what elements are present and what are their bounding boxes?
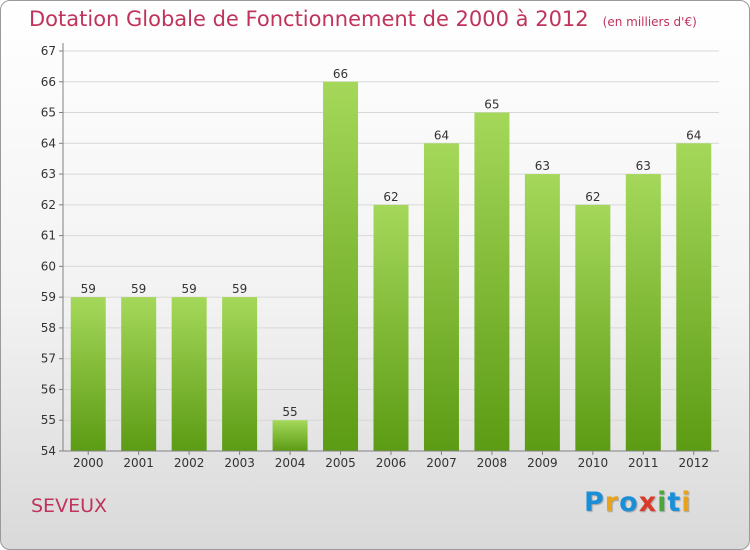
x-tick-label: 2012	[678, 456, 709, 470]
bar	[121, 297, 157, 451]
x-tick-label: 2009	[527, 456, 558, 470]
bar	[575, 204, 611, 451]
y-tick-label: 67	[41, 44, 56, 58]
proxiti-logo[interactable]: Proxiti	[584, 487, 692, 518]
x-tick-label: 2004	[275, 456, 306, 470]
y-tick-label: 63	[41, 167, 56, 181]
y-tick-label: 61	[41, 229, 56, 243]
value-label: 62	[383, 190, 398, 204]
x-tick-label: 2001	[123, 456, 154, 470]
value-label: 59	[182, 282, 197, 296]
logo-letter: x	[638, 487, 658, 518]
value-label: 55	[282, 405, 297, 419]
y-tick-label: 65	[41, 106, 56, 120]
x-tick-label: 2002	[174, 456, 205, 470]
chart-title-text: Dotation Globale de Fonctionnement de 20…	[29, 7, 589, 31]
y-tick-label: 57	[41, 352, 56, 366]
y-tick-label: 56	[41, 382, 56, 396]
y-tick-label: 59	[41, 290, 56, 304]
y-tick-label: 60	[41, 259, 56, 273]
unit-note: (en milliers d'€)	[602, 15, 697, 29]
chart-title: Dotation Globale de Fonctionnement de 20…	[29, 7, 697, 31]
y-tick-label: 64	[41, 136, 56, 150]
bars	[70, 81, 712, 452]
commune-name: SEVEUX	[31, 495, 107, 517]
bar	[272, 420, 308, 451]
x-tick-label: 2005	[325, 456, 356, 470]
value-label: 63	[535, 159, 550, 173]
x-tick-label: 2008	[477, 456, 508, 470]
logo-letter: r	[604, 487, 620, 518]
y-tick-label: 58	[41, 321, 56, 335]
bar	[524, 174, 560, 452]
x-tick-label: 2011	[628, 456, 659, 470]
value-label: 66	[333, 67, 348, 81]
x-tick-label: 2006	[376, 456, 407, 470]
bar	[474, 112, 510, 452]
bar	[423, 143, 459, 452]
y-tick-label: 55	[41, 413, 56, 427]
value-label: 59	[131, 282, 146, 296]
bar	[625, 174, 661, 452]
bar	[373, 204, 409, 451]
x-tick-label: 2010	[578, 456, 609, 470]
data-labels: 59 59 59 59 55 66 62 64 65 63 62 63 64	[81, 67, 702, 419]
bar	[676, 143, 712, 452]
logo-letter: i	[657, 487, 668, 518]
y-tick-label: 66	[41, 75, 56, 89]
bar	[222, 297, 258, 451]
x-tick-label: 2007	[426, 456, 457, 470]
value-label: 59	[232, 282, 247, 296]
value-label: 63	[636, 159, 651, 173]
value-label: 65	[484, 98, 499, 112]
x-tick-label: 2003	[224, 456, 255, 470]
logo-letter: o	[619, 487, 639, 518]
value-label: 59	[81, 282, 96, 296]
logo-letter: t	[667, 487, 682, 518]
value-label: 62	[585, 190, 600, 204]
logo-letter: P	[584, 487, 605, 518]
y-tick-label: 54	[41, 444, 56, 458]
bar	[323, 81, 359, 452]
value-label: 64	[434, 128, 449, 142]
x-tick-label: 2000	[73, 456, 104, 470]
bar	[70, 297, 106, 451]
axes: 54 55 56 57 58 59 60 61 62 63 64 65 66 67 2000 2001 2002…	[41, 43, 719, 470]
value-label: 64	[686, 128, 701, 142]
y-tick-label: 62	[41, 198, 56, 212]
bar	[171, 297, 207, 451]
logo-letter: i	[681, 487, 692, 518]
